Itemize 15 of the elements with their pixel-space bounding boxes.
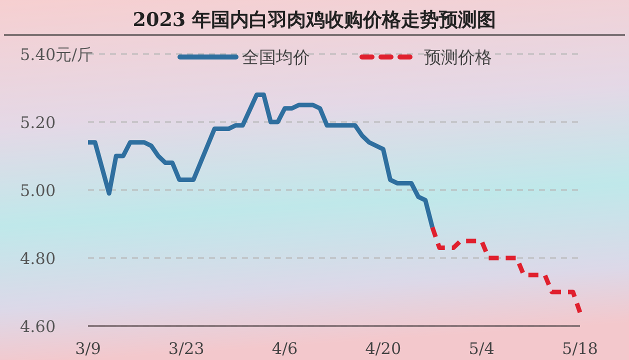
x-tick-label: 4/6 [272,339,298,358]
x-tick-label: 5/18 [562,339,598,358]
y-tick-label: 5.40元/斤 [20,45,94,64]
y-tick-label: 5.20 [20,113,56,132]
y-tick-label: 4.80 [20,249,56,268]
y-tick-label: 5.00 [20,181,56,200]
chart-title: 2023 年国内白羽肉鸡收购价格走势预测图 [132,9,496,31]
x-tick-label: 4/20 [365,339,402,358]
legend-label: 全国均价 [242,48,310,68]
legend-label: 预测价格 [424,48,492,68]
x-tick-label: 3/23 [168,339,204,358]
line-series [430,225,582,315]
x-tick-label: 5/4 [468,339,494,358]
y-tick-label: 4.60 [20,317,56,336]
x-tick-label: 3/9 [75,339,101,358]
